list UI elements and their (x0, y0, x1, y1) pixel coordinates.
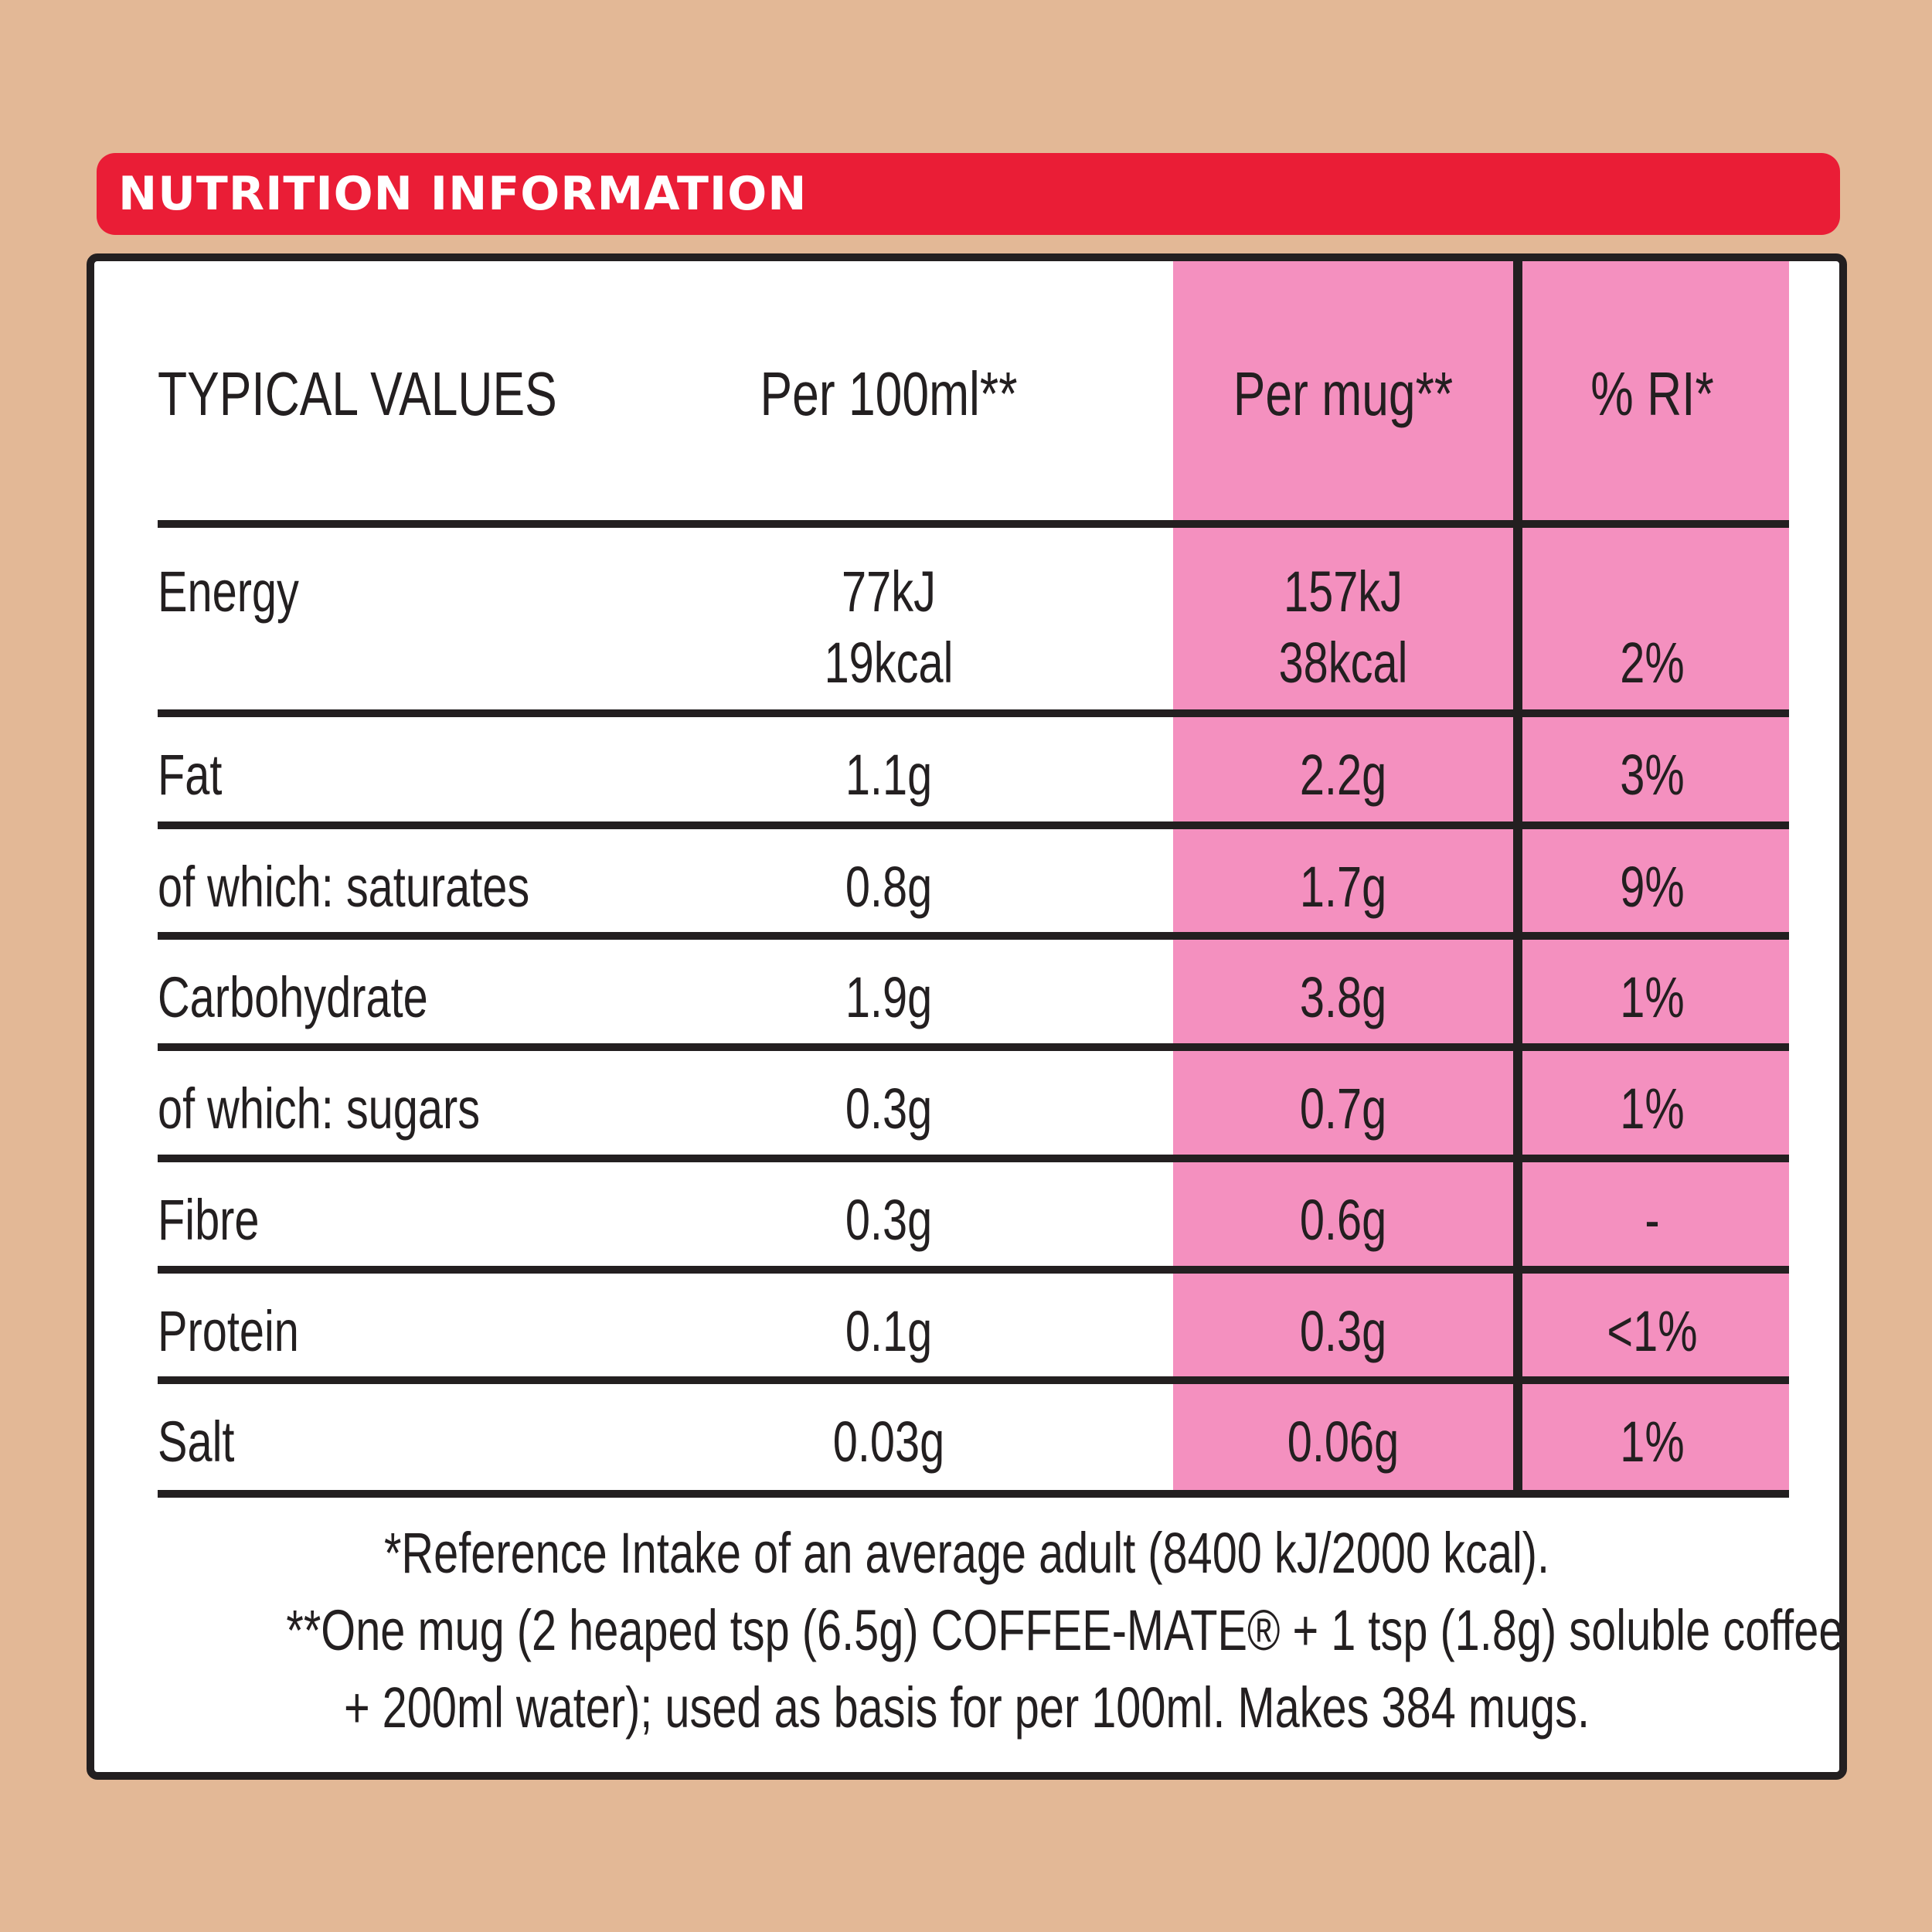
saturates-permug: 1.7g (1299, 855, 1387, 919)
row-label-salt: Salt (158, 1410, 235, 1474)
row-divider (158, 1155, 1789, 1162)
row-label-carbohydrate: Carbohydrate (158, 965, 428, 1029)
energy-per100-kj: 77kJ (842, 560, 936, 624)
row-label-fibre: Fibre (158, 1188, 260, 1252)
row-divider (158, 1266, 1789, 1274)
saturates-ri: 9% (1620, 855, 1685, 919)
carbohydrate-ri: 1% (1620, 965, 1685, 1029)
row-divider (158, 1490, 1789, 1498)
fibre-permug: 0.6g (1299, 1188, 1387, 1252)
header-per-mug: Per mug** (1233, 359, 1454, 428)
row-label-sugars: of which: sugars (158, 1077, 481, 1141)
salt-ri: 1% (1620, 1410, 1685, 1474)
row-divider (158, 520, 1789, 528)
carbohydrate-permug: 3.8g (1299, 965, 1387, 1029)
row-label-saturates: of which: saturates (158, 855, 530, 919)
row-label-protein: Protein (158, 1299, 299, 1363)
row-label-energy: Energy (158, 560, 299, 624)
salt-per100: 0.03g (832, 1410, 945, 1474)
column-divider (1513, 261, 1522, 1494)
header-per-100ml: Per 100ml** (760, 359, 1018, 428)
fat-permug: 2.2g (1299, 743, 1387, 807)
energy-ri: 2% (1620, 631, 1685, 695)
sugars-per100: 0.3g (845, 1077, 933, 1141)
nutrition-table: TYPICAL VALUES Per 100ml** Per mug** % R… (87, 253, 1847, 1780)
title-banner: NUTRITION INFORMATION (97, 153, 1840, 235)
row-divider (158, 932, 1789, 940)
row-divider (158, 1376, 1789, 1384)
footnote-mug-definition-cont: + 200ml water); used as basis for per 10… (343, 1675, 1590, 1740)
energy-per100-kcal: 19kcal (824, 631, 954, 695)
row-divider (158, 709, 1789, 717)
fibre-ri: - (1645, 1188, 1660, 1252)
protein-permug: 0.3g (1299, 1299, 1387, 1363)
footnote-reference-intake: *Reference Intake of an average adult (8… (383, 1521, 1550, 1585)
row-divider (158, 1043, 1789, 1051)
fibre-per100: 0.3g (845, 1188, 933, 1252)
salt-permug: 0.06g (1287, 1410, 1400, 1474)
sugars-ri: 1% (1620, 1077, 1685, 1141)
fat-ri: 3% (1620, 743, 1685, 807)
protein-ri: <1% (1607, 1299, 1698, 1363)
per-mug-column-bg (1173, 261, 1513, 1494)
saturates-per100: 0.8g (845, 855, 933, 919)
protein-per100: 0.1g (845, 1299, 933, 1363)
energy-permug-kj: 157kJ (1283, 560, 1403, 624)
header-ri: % RI* (1590, 359, 1714, 428)
energy-permug-kcal: 38kcal (1278, 631, 1408, 695)
row-divider (158, 821, 1789, 829)
sugars-permug: 0.7g (1299, 1077, 1387, 1141)
header-typical-values: TYPICAL VALUES (158, 359, 557, 428)
row-label-fat: Fat (158, 743, 223, 807)
carbohydrate-per100: 1.9g (845, 965, 933, 1029)
page-title: NUTRITION INFORMATION (118, 167, 808, 221)
fat-per100: 1.1g (845, 743, 933, 807)
footnote-mug-definition: **One mug (2 heaped tsp (6.5g) COFFEE-MA… (286, 1598, 1844, 1662)
ri-column-bg (1522, 261, 1789, 1494)
